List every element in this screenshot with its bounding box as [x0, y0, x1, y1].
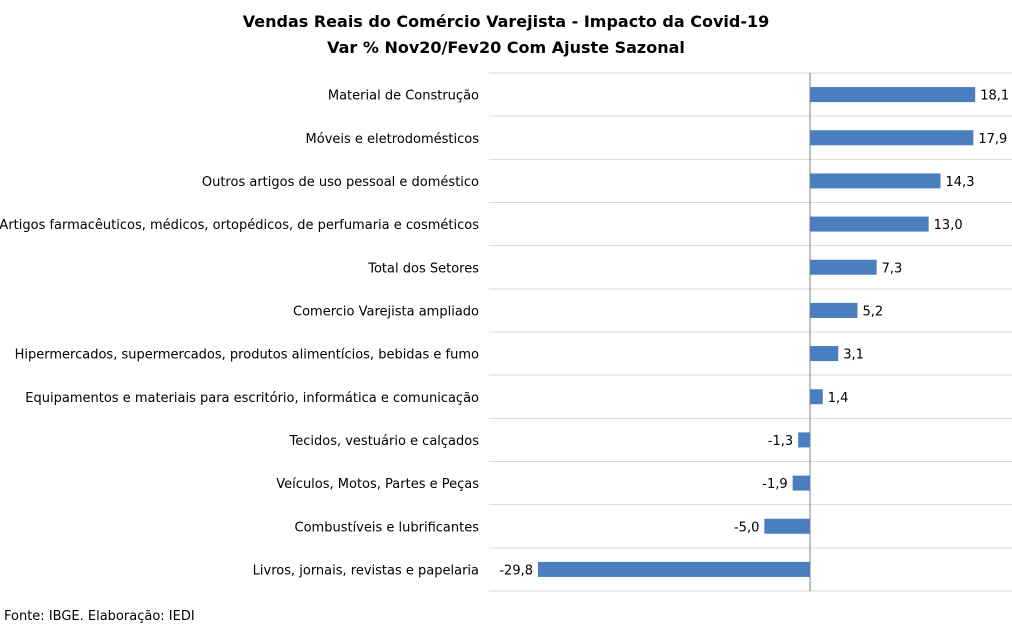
bar	[810, 130, 974, 146]
category-label: Outros artigos de uso pessoal e doméstic…	[202, 175, 479, 190]
data-label: -5,0	[734, 520, 759, 535]
category-label: Móveis e eletrodomésticos	[306, 132, 480, 147]
bar	[810, 346, 839, 362]
category-label: Combustíveis e lubrificantes	[295, 520, 480, 535]
bar	[810, 87, 976, 103]
data-label: 3,1	[843, 348, 864, 363]
bar	[538, 561, 810, 577]
bar	[798, 432, 810, 448]
category-label: Total dos Setores	[367, 261, 479, 276]
bar	[810, 302, 858, 318]
data-label: -1,3	[768, 434, 793, 449]
category-label: Material de Construção	[328, 89, 479, 104]
chart-subtitle: Var % Nov20/Fev20 Com Ajuste Sazonal	[327, 38, 685, 57]
source-note: Fonte: IBGE. Elaboração: IEDI	[4, 609, 195, 624]
data-label: -29,8	[499, 563, 533, 578]
category-label: Livros, jornais, revistas e papelaria	[253, 563, 479, 578]
data-label: 17,9	[978, 132, 1007, 147]
category-label: Veículos, Motos, Partes e Peças	[276, 477, 479, 492]
bar	[810, 259, 877, 275]
data-label: 18,1	[980, 89, 1009, 104]
data-label: 7,3	[882, 261, 903, 276]
bar	[810, 389, 823, 405]
chart-title: Vendas Reais do Comércio Varejista - Imp…	[242, 12, 770, 31]
bar	[810, 216, 929, 232]
category-label: Comercio Varejista ampliado	[293, 304, 479, 319]
bar	[810, 173, 941, 189]
data-label: 14,3	[946, 175, 975, 190]
category-label: Hipermercados, supermercados, produtos a…	[15, 348, 479, 363]
category-label: Equipamentos e materiais para escritório…	[25, 391, 479, 406]
data-label: 1,4	[828, 391, 849, 406]
data-label: -1,9	[762, 477, 787, 492]
bar	[764, 518, 810, 534]
data-label: 13,0	[934, 218, 963, 233]
category-label: Artigos farmacêuticos, médicos, ortopédi…	[0, 218, 479, 233]
data-label: 5,2	[862, 304, 883, 319]
bar	[792, 475, 810, 491]
category-label: Tecidos, vestuário e calçados	[289, 434, 480, 449]
